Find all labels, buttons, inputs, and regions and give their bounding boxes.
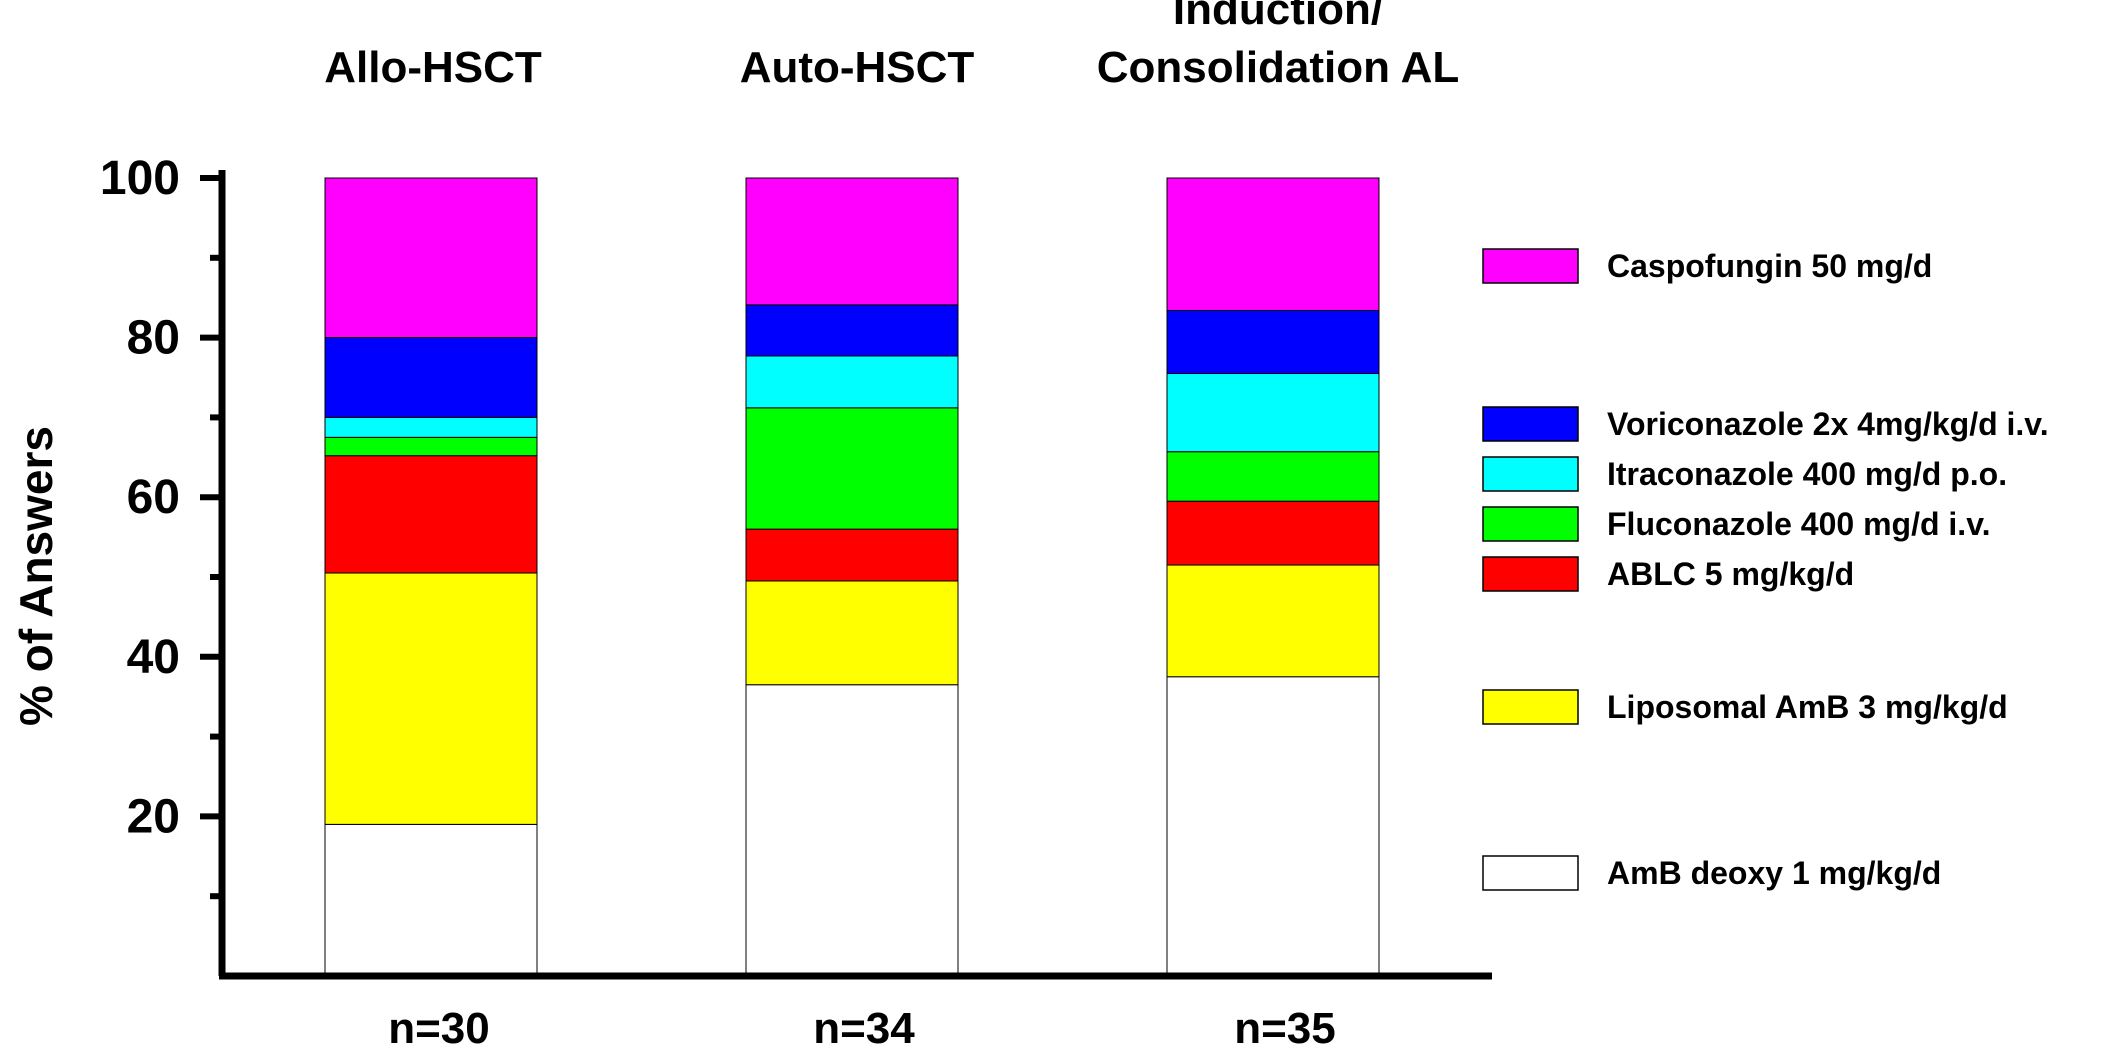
category-title: Auto-HSCT — [740, 43, 975, 92]
category-n-label: n=34 — [813, 1004, 915, 1050]
legend-swatch — [1482, 556, 1579, 592]
category-title: Consolidation AL — [1097, 43, 1460, 92]
bar-segment — [324, 177, 538, 339]
legend-label: Voriconazole 2x 4mg/kg/d i.v. — [1607, 406, 2049, 442]
legend-swatch — [1482, 456, 1579, 492]
legend-label: Liposomal AmB 3 mg/kg/d — [1607, 689, 2008, 725]
legend-label: AmB deoxy 1 mg/kg/d — [1607, 855, 1941, 891]
axes-layer — [200, 170, 1492, 980]
legend-label: Fluconazole 400 mg/d i.v. — [1607, 506, 1991, 542]
y-tick-label: 80 — [127, 312, 180, 365]
bar-segment — [1166, 373, 1380, 453]
y-tick-label: 40 — [127, 631, 180, 684]
bar-segment — [324, 823, 538, 977]
bar-segment — [1166, 564, 1380, 678]
category-n-label: n=30 — [388, 1004, 490, 1050]
legend: Caspofungin 50 mg/d Voriconazole 2x 4mg/k… — [1482, 248, 2049, 891]
y-axis-label: % of Answers — [10, 426, 62, 726]
y-tick-label: 20 — [127, 790, 180, 843]
bar-segment — [324, 455, 538, 574]
category-title: Induction/ — [1173, 0, 1383, 34]
bar-segment — [1166, 177, 1380, 311]
bar-segment — [745, 407, 959, 530]
legend-swatch — [1482, 506, 1579, 542]
legend-swatch — [1482, 855, 1579, 891]
category-n-label: n=35 — [1234, 1004, 1336, 1050]
legend-label: ABLC 5 mg/kg/d — [1607, 556, 1854, 592]
legend-swatch — [1482, 406, 1579, 442]
bar-segment — [745, 580, 959, 686]
bar-segment — [745, 355, 959, 409]
legend-swatch — [1482, 248, 1579, 284]
legend-label: Itraconazole 400 mg/d p.o. — [1607, 456, 2007, 492]
bar-segment — [324, 416, 538, 438]
bar-segment — [745, 304, 959, 357]
y-tick-label: 100 — [100, 152, 180, 205]
bar-segment — [745, 684, 959, 977]
labels-layer: 20 40 60 80 100 % of Answers Allo-HSCT n=30 Auto… — [10, 0, 1459, 1050]
legend-swatch — [1482, 689, 1579, 725]
bar-segment — [1166, 676, 1380, 977]
bar-segment — [324, 337, 538, 418]
legend-label: Caspofungin 50 mg/d — [1607, 248, 1932, 284]
bar-segment — [745, 528, 959, 582]
category-title: Allo-HSCT — [324, 43, 542, 92]
y-tick-label: 60 — [127, 471, 180, 524]
bars-layer — [324, 177, 1380, 977]
bar-segment — [324, 436, 538, 457]
bar-segment — [1166, 309, 1380, 375]
bar-segment — [324, 572, 538, 825]
bar-segment — [1166, 500, 1380, 566]
bar-segment — [1166, 451, 1380, 502]
bar-segment — [745, 177, 959, 306]
